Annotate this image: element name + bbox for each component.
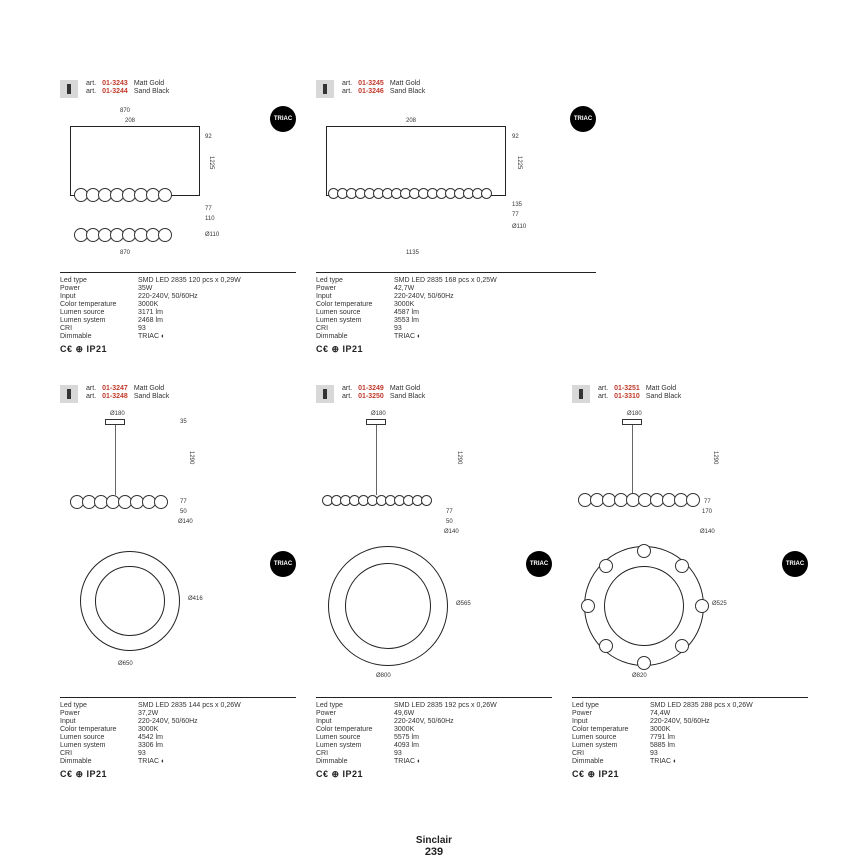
dim-w: 870 [120,108,130,114]
triac-badge: TRIAC [782,551,808,577]
spec-v: SMD LED 2835 120 pcs x 0,29W [138,277,241,284]
drawing-area: TRIAC 208 92 1225 135 77 Ø110 1135 [316,106,596,266]
pendant-icon [60,385,78,403]
product-block-5: art.01-3251Matt Gold art.01-3310Sand Bla… [572,385,808,780]
art-label: art. [86,88,96,95]
art-code: 01-3243 [102,80,128,87]
bulb-row [328,188,492,199]
dim-b1: 77 [205,206,212,212]
pendant-icon [316,385,334,403]
drawing-area: Ø180 35 1290 77 50 Ø140 TRIAC Ø416 Ø650 [60,411,296,691]
cable [632,425,633,495]
cert-row: C€ ⊕ IP21 [316,344,596,355]
product-block-4: art.01-3249Matt Gold art.01-3250Sand Bla… [316,385,552,780]
triac-badge: TRIAC [270,106,296,132]
front-elev [70,126,200,196]
art-code: 01-3244 [102,88,128,95]
cert-row: C€ ⊕ IP21 [572,769,808,780]
dim-h1: 92 [205,134,212,140]
product-block-3: art.01-3247Matt Gold art.01-3248Sand Bla… [60,385,296,780]
art-finish: Sand Black [134,88,169,95]
triac-badge: TRIAC [270,551,296,577]
page-grid: art. 01-3243 Matt Gold art. 01-3244 Sand Bla… [60,80,808,780]
spec-table: Led typeSMD LED 2835 168 pcs x 0,25W Pow… [316,272,596,340]
dim-w2: 870 [120,250,130,256]
side-bulbs [578,493,700,507]
triac-badge: TRIAC [526,551,552,577]
triac-badge: TRIAC [570,106,596,132]
spec-table: Led typeSMD LED 2835 120 pcs x 0,29W Pow… [60,272,296,340]
ring-inner [345,563,431,649]
cable [115,425,116,495]
dim-b2: 110 [205,216,215,222]
drawing-area: Ø180 1290 77 50 Ø140 TRIAC Ø565 Ø800 [316,411,552,691]
art-finish: Matt Gold [134,80,164,87]
spec-table: Led typeSMD LED 2835 288 pcs x 0,26W Pow… [572,697,808,765]
pendant-icon [316,80,334,98]
page-footer: Sinclair 239 [0,835,868,858]
art-label: art. [86,80,96,87]
drawing-area: Ø180 1290 77 170 Ø140 TRIAC Ø525 Ø820 [572,411,808,691]
dim-top: 208 [125,118,135,124]
dim-h2: 1225 [208,156,214,169]
collection-name: Sinclair [0,835,868,846]
ring-inner [604,566,684,646]
pendant-icon [572,385,590,403]
bulb-row [74,188,172,202]
side-bulbs [322,495,432,506]
product-block-2: art.01-3245Matt Gold art.01-3246Sand Bla… [316,80,596,355]
cert-row: C€ ⊕ IP21 [60,769,296,780]
product-block-1: art. 01-3243 Matt Gold art. 01-3244 Sand Bla… [60,80,296,355]
spec-k: Led type [60,277,138,284]
top-view-row [74,228,172,242]
cert-row: C€ ⊕ IP21 [316,769,552,780]
art-header: art.01-3245Matt Gold art.01-3246Sand Bla… [316,80,596,98]
art-header: art. 01-3243 Matt Gold art. 01-3244 Sand Bla… [60,80,296,98]
drawing-area: TRIAC 870 208 92 1225 77 110 Ø110 870 [60,106,296,266]
pendant-icon [60,80,78,98]
spec-table: Led typeSMD LED 2835 144 pcs x 0,26W Pow… [60,697,296,765]
side-bulbs [70,495,168,509]
ring-inner [95,566,165,636]
cable [376,425,377,495]
front-elev [326,126,506,196]
page-number: 239 [0,846,868,858]
spec-table: Led typeSMD LED 2835 192 pcs x 0,26W Pow… [316,697,552,765]
cert-row: C€ ⊕ IP21 [60,344,296,355]
dim-ring: Ø110 [205,232,219,238]
